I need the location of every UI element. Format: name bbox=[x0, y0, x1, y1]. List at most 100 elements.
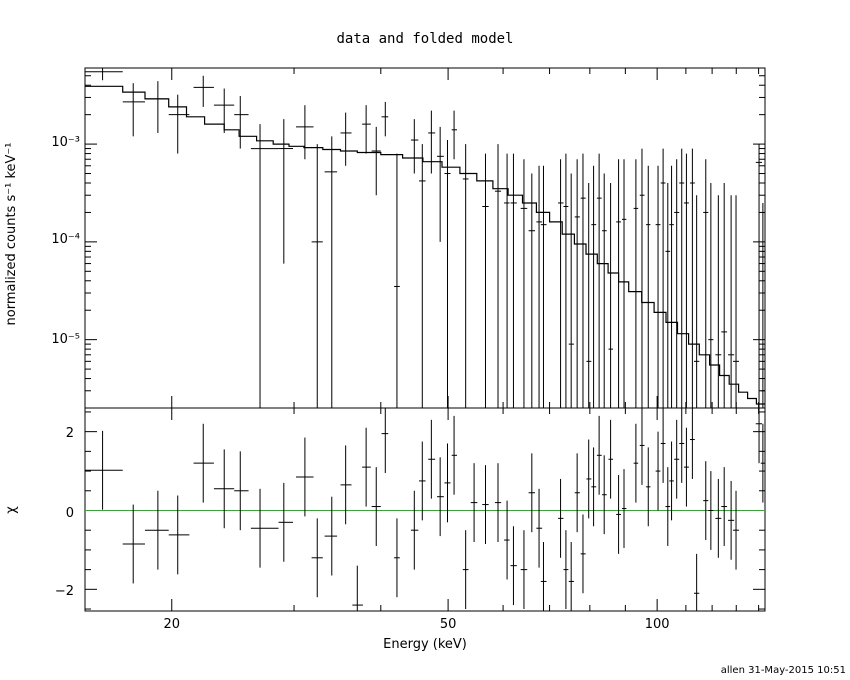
data-point bbox=[324, 136, 338, 408]
residual-point bbox=[536, 488, 543, 568]
data-point bbox=[428, 110, 436, 174]
data-point bbox=[437, 126, 444, 242]
data-point bbox=[679, 148, 685, 408]
data-point bbox=[639, 148, 645, 408]
y-tick-label: −2 bbox=[55, 584, 74, 599]
residual-point bbox=[728, 480, 735, 560]
residual-point bbox=[669, 441, 674, 521]
residual-point bbox=[760, 423, 765, 503]
residual-point bbox=[616, 475, 621, 554]
residual-point bbox=[278, 482, 294, 562]
data-point bbox=[193, 75, 214, 107]
data-point bbox=[510, 153, 517, 408]
data-point bbox=[250, 124, 279, 408]
residual-data bbox=[85, 408, 765, 611]
residual-point bbox=[296, 437, 314, 517]
x-axis: 20 50 100 bbox=[163, 68, 760, 632]
residual-point bbox=[85, 430, 123, 510]
data-point bbox=[646, 165, 651, 408]
data-point bbox=[451, 110, 458, 160]
y-tick-label: 10⁻⁵ bbox=[51, 332, 80, 347]
data-point bbox=[674, 159, 680, 408]
x-tick-label: 100 bbox=[645, 617, 670, 632]
residual-point bbox=[311, 518, 323, 598]
residual-point bbox=[608, 419, 614, 499]
data-point bbox=[683, 153, 689, 408]
data-point bbox=[85, 68, 123, 81]
data-point bbox=[580, 153, 586, 408]
model-step-line bbox=[85, 85, 765, 405]
spectrum-y-axis-label: normalized counts s⁻¹ keV⁻¹ bbox=[4, 143, 19, 326]
residual-point bbox=[540, 542, 547, 611]
residual-point bbox=[362, 427, 371, 507]
residual-point bbox=[494, 463, 502, 543]
residual-point bbox=[655, 431, 661, 511]
data-point bbox=[655, 165, 661, 408]
residual-point bbox=[715, 478, 722, 558]
spectrum-data bbox=[85, 68, 765, 408]
residual-point bbox=[444, 443, 451, 523]
data-point bbox=[362, 105, 371, 154]
data-point bbox=[410, 119, 419, 174]
residual-point bbox=[558, 478, 564, 558]
residual-point bbox=[693, 553, 700, 611]
residual-point bbox=[470, 463, 478, 543]
residual-point bbox=[371, 467, 381, 546]
residual-point bbox=[410, 490, 419, 570]
data-point bbox=[482, 153, 489, 408]
data-point bbox=[660, 148, 666, 408]
residual-point bbox=[168, 495, 190, 575]
residual-point bbox=[568, 542, 574, 611]
residual-point bbox=[563, 530, 569, 610]
residual-point bbox=[340, 445, 352, 525]
residual-point bbox=[591, 447, 597, 527]
data-point bbox=[558, 159, 564, 408]
data-point bbox=[596, 153, 602, 408]
residual-point bbox=[144, 490, 169, 570]
data-point bbox=[721, 183, 728, 408]
residual-point bbox=[703, 461, 709, 541]
residual-point bbox=[708, 471, 714, 550]
residual-point bbox=[646, 447, 651, 527]
data-point bbox=[144, 81, 169, 133]
residual-point bbox=[721, 467, 728, 546]
data-point bbox=[708, 183, 714, 408]
residual-point bbox=[520, 530, 528, 610]
residual-point bbox=[213, 449, 235, 529]
data-point bbox=[591, 165, 597, 408]
data-point bbox=[665, 183, 671, 408]
residual-point bbox=[660, 408, 666, 483]
data-point bbox=[689, 148, 695, 408]
residual-point bbox=[602, 455, 607, 535]
data-point bbox=[494, 144, 502, 408]
residual-point bbox=[451, 415, 458, 495]
data-point bbox=[311, 144, 323, 408]
residual-point bbox=[633, 423, 639, 503]
data-point bbox=[755, 144, 763, 408]
spectrum-y-axis: 10⁻³ 10⁻⁴ 10⁻⁵ bbox=[51, 67, 765, 409]
y-tick-label: 0 bbox=[66, 506, 74, 521]
data-point bbox=[444, 140, 451, 408]
residual-point bbox=[394, 518, 400, 598]
spectrum-model bbox=[85, 85, 765, 405]
x-tick-label: 50 bbox=[440, 617, 457, 632]
data-point bbox=[760, 202, 765, 408]
data-point bbox=[122, 83, 145, 137]
x-axis-label: Energy (keV) bbox=[383, 637, 467, 652]
chart-title: data and folded model bbox=[336, 31, 513, 47]
data-point bbox=[715, 195, 722, 408]
y-tick-label: 10⁻³ bbox=[51, 135, 80, 150]
residual-point bbox=[504, 500, 510, 580]
residual-point bbox=[621, 469, 627, 548]
residual-point bbox=[683, 427, 689, 507]
data-point bbox=[394, 153, 400, 408]
data-point bbox=[536, 165, 543, 408]
residual-point bbox=[428, 419, 436, 499]
data-point bbox=[381, 101, 389, 137]
residual-point bbox=[679, 408, 685, 483]
residual-point bbox=[250, 488, 279, 568]
residual-point bbox=[418, 441, 426, 521]
data-point bbox=[602, 173, 607, 408]
residual-panel-frame bbox=[84, 407, 766, 612]
data-point bbox=[732, 195, 740, 408]
